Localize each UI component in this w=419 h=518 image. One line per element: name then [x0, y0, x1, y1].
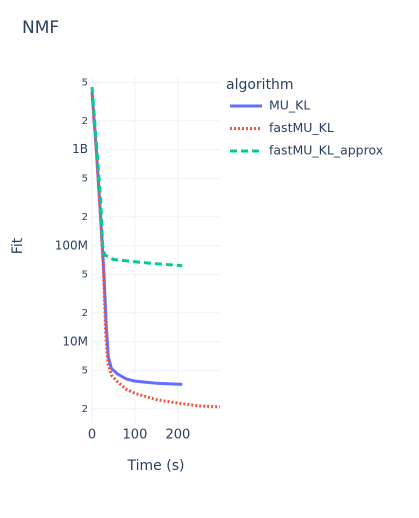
y-tick-label: 5 [82, 174, 88, 185]
line [90, 86, 183, 268]
y-tick-label: 5 [82, 270, 88, 281]
x-axis-title: Time (s) [127, 458, 185, 474]
x-tick-label: 0 [88, 428, 96, 443]
x-tick-label: 100 [123, 428, 148, 443]
line [90, 91, 221, 409]
y-axis-title: Fit [10, 237, 26, 254]
legend-title: algorithm [226, 77, 294, 93]
y-tick-label: 2 [82, 308, 88, 319]
y-tick-label: 1B [72, 142, 88, 156]
x-tick-label: 200 [165, 428, 190, 443]
chart-title: NMF [22, 18, 59, 38]
y-tick-label: 10M [62, 334, 88, 348]
legend-label: fastMU_KL [269, 120, 334, 135]
line [90, 91, 183, 386]
y-tick-label: 5 [82, 78, 88, 89]
y-tick-label: 5 [82, 366, 88, 377]
y-tick-label: 100M [55, 238, 88, 252]
y-tick-label: 2 [82, 404, 88, 415]
legend-label: MU_KL [269, 98, 310, 113]
y-tick-label: 2 [82, 116, 88, 127]
y-tick-label: 2 [82, 212, 88, 223]
legend-label: fastMU_KL_approx [269, 143, 383, 158]
